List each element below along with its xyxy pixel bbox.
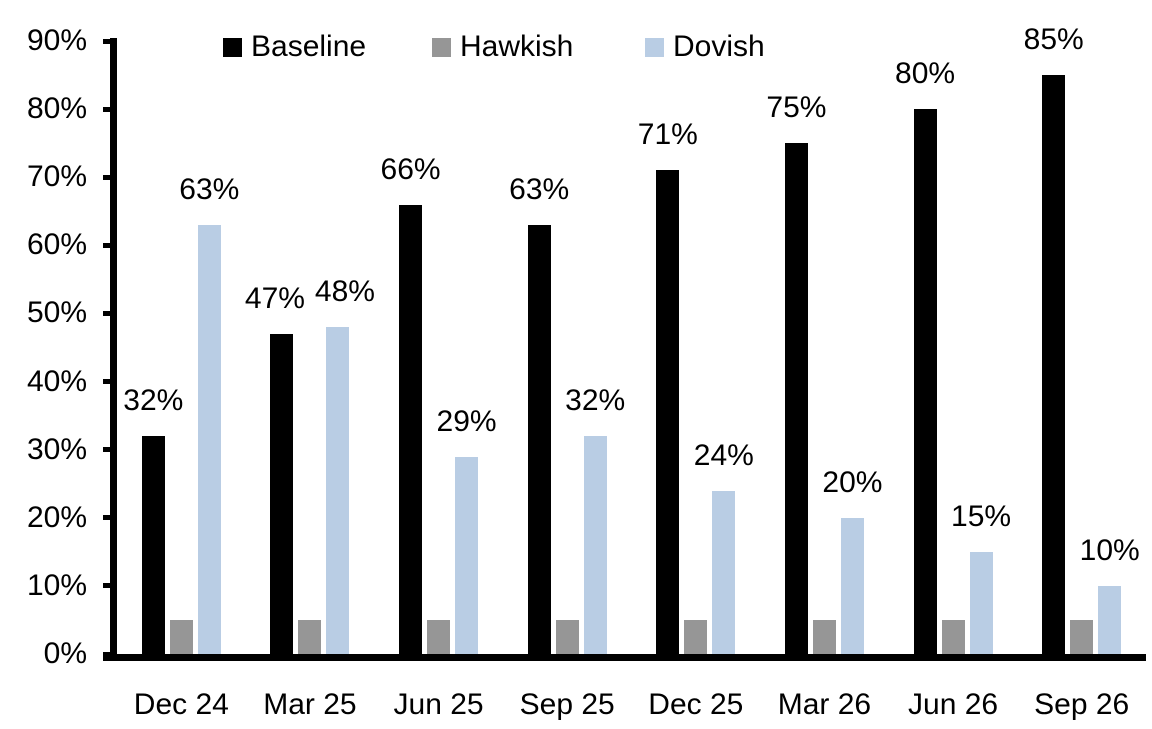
legend-label: Baseline bbox=[251, 30, 367, 63]
x-axis-line bbox=[103, 654, 1146, 661]
legend-swatch-icon bbox=[432, 37, 451, 57]
legend-item-baseline: Baseline bbox=[223, 30, 366, 64]
y-tick-mark bbox=[103, 310, 111, 316]
bar-hawkish bbox=[1070, 619, 1094, 654]
bar-dovish: 15% bbox=[951, 501, 1011, 654]
bar-value-label: 24% bbox=[693, 438, 754, 472]
bar-value-label: 63% bbox=[179, 172, 240, 206]
bar-group-jun-25: 66% 29% bbox=[374, 41, 503, 654]
y-tick-mark bbox=[103, 242, 111, 248]
y-tick-label: 20% bbox=[26, 500, 87, 534]
y-tick-mark bbox=[103, 515, 111, 521]
bar-hawkish bbox=[298, 619, 322, 654]
y-tick-mark bbox=[103, 379, 111, 385]
bar-value-label: 20% bbox=[822, 465, 883, 499]
bar-dovish: 63% bbox=[179, 174, 239, 654]
y-axis-line bbox=[110, 38, 117, 661]
x-axis-label: Mar 25 bbox=[263, 688, 357, 721]
bar-value-label: 85% bbox=[1023, 23, 1084, 57]
legend-label: Dovish bbox=[673, 30, 765, 63]
bar-dovish: 10% bbox=[1080, 535, 1140, 654]
bar-baseline: 71% bbox=[638, 120, 698, 654]
bar-value-label: 71% bbox=[637, 118, 698, 152]
bar-group-jun-26: 80% 15% bbox=[889, 41, 1018, 654]
bar-value-label: 47% bbox=[244, 281, 305, 315]
bar-hawkish bbox=[427, 619, 451, 654]
y-tick-label: 50% bbox=[26, 296, 87, 330]
bar-hawkish bbox=[812, 619, 836, 654]
y-tick-label: 0% bbox=[43, 637, 87, 670]
x-axis-label: Sep 26 bbox=[1034, 688, 1130, 721]
legend-label: Hawkish bbox=[460, 30, 574, 63]
bar-dovish: 24% bbox=[694, 440, 754, 654]
bar-value-label: 29% bbox=[436, 404, 497, 438]
bar-value-label: 48% bbox=[314, 275, 375, 309]
y-tick-label: 10% bbox=[26, 568, 87, 602]
bar-baseline: 32% bbox=[123, 386, 183, 654]
x-axis-label: Dec 24 bbox=[133, 688, 229, 721]
y-tick-label: 90% bbox=[26, 24, 87, 57]
bar-dovish: 20% bbox=[822, 467, 882, 654]
y-tick-label: 70% bbox=[26, 160, 87, 194]
bar-hawkish bbox=[684, 619, 708, 654]
y-tick-mark bbox=[103, 106, 111, 112]
bar-hawkish bbox=[941, 619, 965, 654]
bar-dovish: 32% bbox=[565, 386, 625, 654]
bar-group-sep-25: 63% 32% bbox=[503, 41, 632, 654]
bar-hawkish bbox=[169, 619, 193, 654]
y-tick-mark bbox=[103, 583, 111, 589]
bar-value-label: 15% bbox=[951, 499, 1012, 533]
x-axis-label: Sep 25 bbox=[519, 688, 615, 721]
legend-item-hawkish: Hawkish bbox=[432, 30, 573, 64]
bar-value-label: 66% bbox=[380, 152, 441, 186]
y-tick-label: 60% bbox=[26, 228, 87, 262]
bar-baseline: 80% bbox=[895, 59, 955, 654]
legend-item-dovish: Dovish bbox=[645, 30, 765, 64]
y-tick-mark bbox=[103, 38, 111, 44]
bar-hawkish bbox=[555, 619, 579, 654]
y-tick-mark bbox=[103, 174, 111, 180]
legend-swatch-icon bbox=[223, 37, 242, 57]
bar-dovish: 48% bbox=[315, 277, 375, 654]
bar-baseline: 85% bbox=[1024, 25, 1084, 654]
bar-value-label: 75% bbox=[766, 91, 827, 125]
x-axis-label: Dec 25 bbox=[648, 688, 744, 721]
bar-baseline: 47% bbox=[245, 283, 305, 654]
bar-group-mar-26: 75% 20% bbox=[760, 41, 889, 654]
chart-legend: Baseline Hawkish Dovish bbox=[0, 0, 1152, 70]
x-axis-label: Jun 25 bbox=[393, 688, 484, 721]
x-axis-label: Jun 26 bbox=[908, 688, 999, 721]
bar-value-label: 63% bbox=[509, 172, 570, 206]
bar-value-label: 10% bbox=[1079, 533, 1140, 567]
x-axis-label: Mar 26 bbox=[777, 688, 872, 721]
plot-area: 32% 63% 47% 48% 66% 29% 63% 32% 71% 24% 75% 20% 80% 1… bbox=[117, 25, 1146, 654]
bar-baseline: 75% bbox=[766, 93, 826, 654]
bar-group-mar-25: 47% 48% bbox=[245, 41, 375, 654]
bar-baseline: 63% bbox=[509, 174, 569, 654]
bar-dovish: 29% bbox=[437, 406, 497, 654]
y-tick-label: 30% bbox=[26, 432, 87, 466]
bar-value-label: 32% bbox=[123, 384, 184, 417]
y-tick-mark bbox=[103, 651, 111, 657]
bar-group-dec-24: 32% 63% bbox=[117, 41, 246, 654]
bar-group-sep-26: 85% 10% bbox=[1017, 25, 1146, 654]
bar-value-label: 80% bbox=[895, 57, 956, 91]
bar-group-dec-25: 71% 24% bbox=[632, 41, 761, 654]
legend-swatch-icon bbox=[645, 37, 664, 57]
y-tick-label: 40% bbox=[26, 364, 87, 398]
bar-baseline: 66% bbox=[381, 154, 441, 654]
y-tick-mark bbox=[103, 447, 111, 453]
y-tick-label: 80% bbox=[26, 92, 87, 126]
bar-value-label: 32% bbox=[565, 384, 626, 417]
